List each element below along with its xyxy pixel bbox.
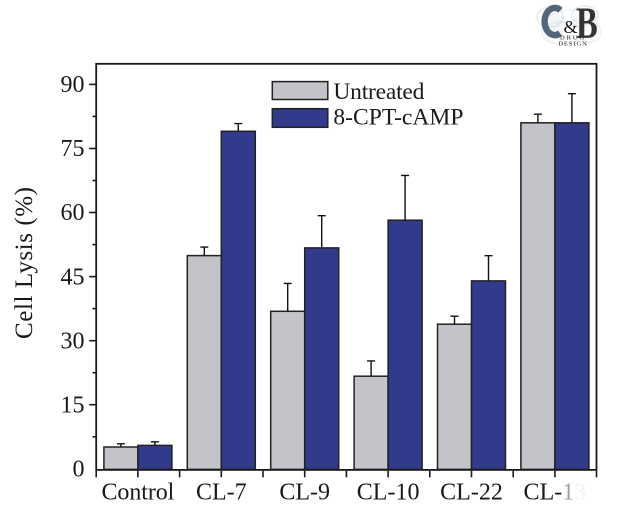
svg-text:0: 0	[73, 457, 85, 483]
svg-text:Cell Lysis (%): Cell Lysis (%)	[11, 187, 38, 339]
svg-text:DRUG: DRUG	[560, 34, 586, 41]
svg-text:30: 30	[61, 328, 85, 354]
svg-text:DESIGN: DESIGN	[558, 40, 588, 47]
svg-text:CL-13: CL-13	[524, 480, 587, 506]
svg-text:45: 45	[61, 264, 85, 290]
svg-text:CL-7: CL-7	[196, 480, 247, 506]
svg-text:CL-22: CL-22	[440, 480, 503, 506]
svg-text:15: 15	[61, 392, 85, 418]
svg-text:75: 75	[61, 136, 85, 162]
svg-text:90: 90	[61, 72, 85, 98]
svg-text:CL-9: CL-9	[279, 480, 330, 506]
svg-text:&: &	[564, 17, 578, 37]
svg-text:Control: Control	[102, 480, 175, 506]
svg-text:B: B	[576, 0, 598, 48]
svg-text:60: 60	[61, 200, 85, 226]
svg-text:8-CPT-cAMP: 8-CPT-cAMP	[333, 105, 463, 131]
svg-text:CL-10: CL-10	[357, 480, 420, 506]
svg-text:Untreated: Untreated	[333, 79, 424, 105]
